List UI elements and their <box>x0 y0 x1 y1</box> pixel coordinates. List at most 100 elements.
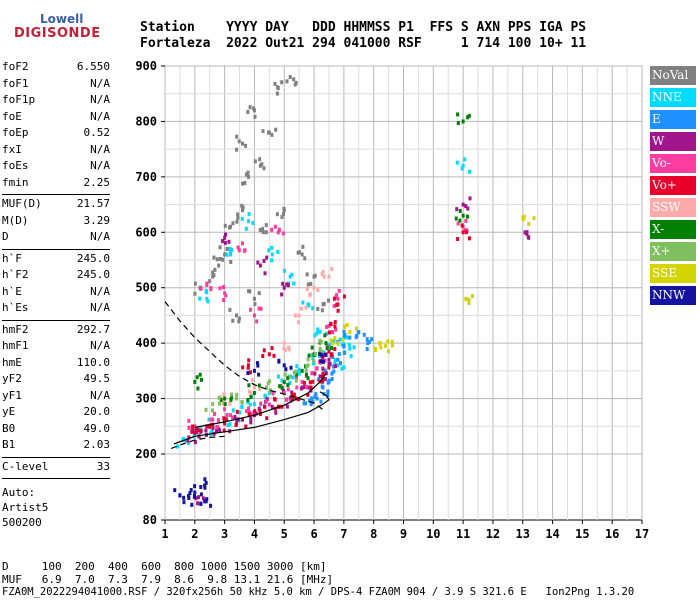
data-point <box>362 332 366 337</box>
data-point <box>290 392 294 397</box>
param-row: MUF(D) 21.57 <box>2 197 110 214</box>
data-point <box>461 163 465 168</box>
data-point <box>390 343 394 348</box>
data-point <box>228 307 232 312</box>
data-point <box>523 230 527 235</box>
x-tick-label: 6 <box>310 527 317 541</box>
data-point <box>240 216 244 221</box>
data-point <box>288 396 292 401</box>
data-point <box>521 217 525 222</box>
data-point <box>255 361 259 366</box>
data-point <box>257 306 261 311</box>
data-point <box>356 330 360 335</box>
data-point <box>285 404 289 409</box>
data-point <box>241 365 245 370</box>
param-key: foEs <box>2 159 29 172</box>
data-point <box>324 341 328 346</box>
data-point <box>176 444 180 449</box>
data-point <box>464 204 468 209</box>
data-point <box>241 141 245 146</box>
data-point <box>275 91 279 96</box>
data-point <box>295 385 299 390</box>
data-point <box>333 336 337 341</box>
data-point <box>289 398 293 403</box>
data-point <box>306 392 310 397</box>
data-point <box>326 389 330 394</box>
data-point <box>316 307 320 312</box>
param-value: N/A <box>90 109 110 123</box>
data-point <box>338 337 342 342</box>
data-point <box>256 363 260 368</box>
data-point <box>342 329 346 334</box>
data-point <box>211 426 215 431</box>
profile-curve <box>173 391 330 445</box>
data-point <box>342 365 346 370</box>
data-point <box>204 407 208 412</box>
data-point <box>319 350 323 355</box>
data-point <box>198 425 202 430</box>
auto-notes: Auto: Artist5 500200 <box>2 485 48 530</box>
data-point <box>309 385 313 390</box>
data-point <box>276 374 280 379</box>
data-point <box>249 395 253 400</box>
data-point <box>213 267 217 272</box>
data-point <box>340 342 344 347</box>
data-point <box>334 364 338 369</box>
param-value: 21.57 <box>76 197 110 210</box>
data-point <box>311 353 315 358</box>
data-point <box>460 166 464 171</box>
data-point <box>291 397 295 402</box>
data-point <box>204 288 208 293</box>
data-point <box>227 225 231 230</box>
param-key: foEp <box>2 126 29 139</box>
data-point <box>197 434 201 439</box>
data-point <box>295 364 299 369</box>
x-tick-label: 3 <box>221 527 228 541</box>
data-point <box>292 392 296 397</box>
data-point <box>261 227 265 232</box>
data-point <box>327 357 331 362</box>
data-point <box>297 320 301 325</box>
y-tick-label: 500 <box>135 281 157 295</box>
data-point <box>347 342 351 347</box>
data-point <box>223 396 227 401</box>
legend-item: NoVal <box>650 66 696 85</box>
data-point <box>244 226 248 231</box>
data-point <box>323 377 327 382</box>
data-point <box>318 374 322 379</box>
data-point <box>320 272 324 277</box>
data-point <box>264 223 268 228</box>
data-point <box>211 402 215 407</box>
data-point <box>306 385 310 390</box>
data-point <box>247 358 251 363</box>
data-point <box>455 160 459 165</box>
data-point <box>342 344 346 349</box>
data-point <box>342 334 346 339</box>
data-point <box>311 356 315 361</box>
data-point <box>333 347 337 352</box>
data-point <box>231 408 235 413</box>
data-point <box>324 371 328 376</box>
data-point <box>305 363 309 368</box>
data-point <box>220 239 224 244</box>
data-point <box>277 359 281 364</box>
data-point <box>461 230 465 235</box>
data-point <box>191 424 195 429</box>
data-point <box>456 120 460 125</box>
data-point <box>293 313 297 318</box>
data-point <box>306 376 310 381</box>
param-row: yF1 N/A <box>2 389 110 406</box>
data-point <box>246 109 250 114</box>
data-point <box>236 215 240 220</box>
data-point <box>456 112 460 117</box>
data-point <box>285 397 289 402</box>
data-point <box>265 397 269 402</box>
data-point <box>328 362 332 367</box>
data-point <box>267 248 271 253</box>
data-point <box>324 331 328 336</box>
data-point <box>215 257 219 262</box>
data-point <box>213 411 217 416</box>
param-key: foF2 <box>2 60 29 73</box>
data-point <box>325 346 329 351</box>
data-point <box>250 377 254 382</box>
